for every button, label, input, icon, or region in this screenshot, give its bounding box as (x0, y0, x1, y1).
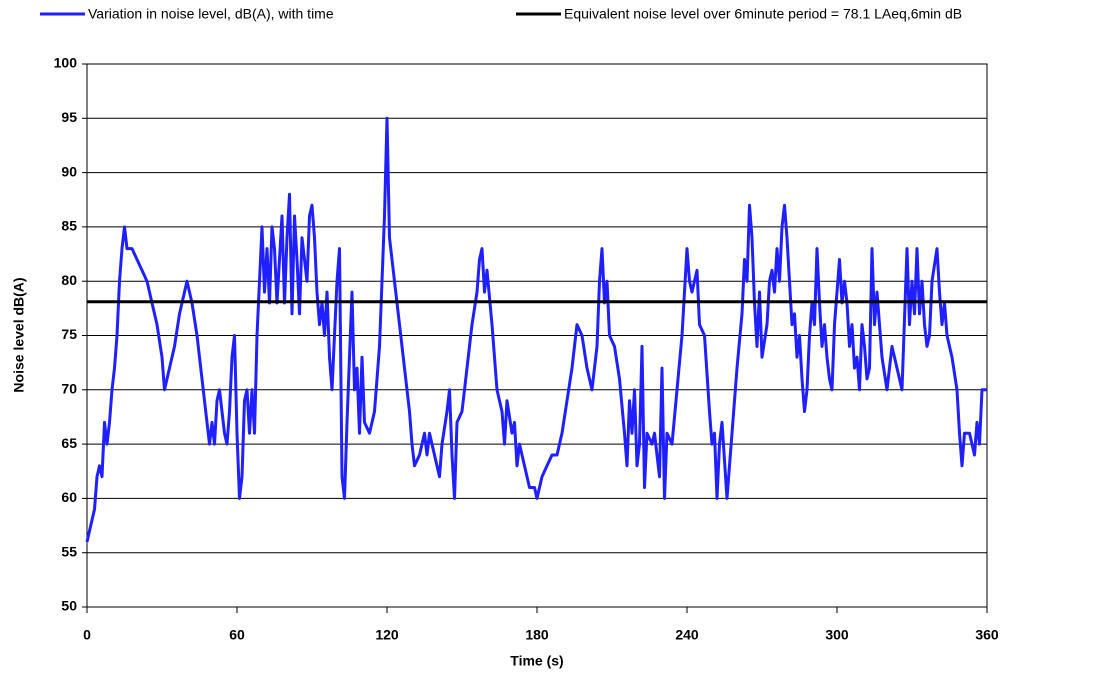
y-tick-label: 50 (61, 598, 77, 614)
y-tick-label: 90 (61, 163, 77, 179)
y-tick-label: 95 (61, 109, 77, 125)
x-tick-label: 300 (825, 627, 849, 643)
x-tick-label: 360 (975, 627, 999, 643)
y-tick-label: 70 (61, 381, 77, 397)
y-tick-label: 55 (61, 543, 77, 559)
legend-label: Equivalent noise level over 6minute peri… (564, 6, 962, 22)
y-tick-label: 100 (54, 55, 78, 71)
y-tick-label: 85 (61, 218, 77, 234)
series-line (85, 116, 987, 543)
y-tick-label: 75 (61, 326, 77, 342)
plot-frame (86, 63, 988, 608)
x-tick-label: 60 (229, 627, 245, 643)
x-axis-title: Time (s) (510, 653, 563, 669)
x-tick-label: 180 (525, 627, 549, 643)
x-tick-label: 0 (83, 627, 91, 643)
y-tick-label: 65 (61, 435, 77, 451)
x-tick-label: 240 (675, 627, 699, 643)
y-axis-title: Noise level dB(A) (11, 277, 27, 392)
legend-label: Variation in noise level, dB(A), with ti… (88, 6, 334, 22)
y-tick-label: 80 (61, 272, 77, 288)
y-tick-label: 60 (61, 489, 77, 505)
x-tick-label: 120 (375, 627, 399, 643)
